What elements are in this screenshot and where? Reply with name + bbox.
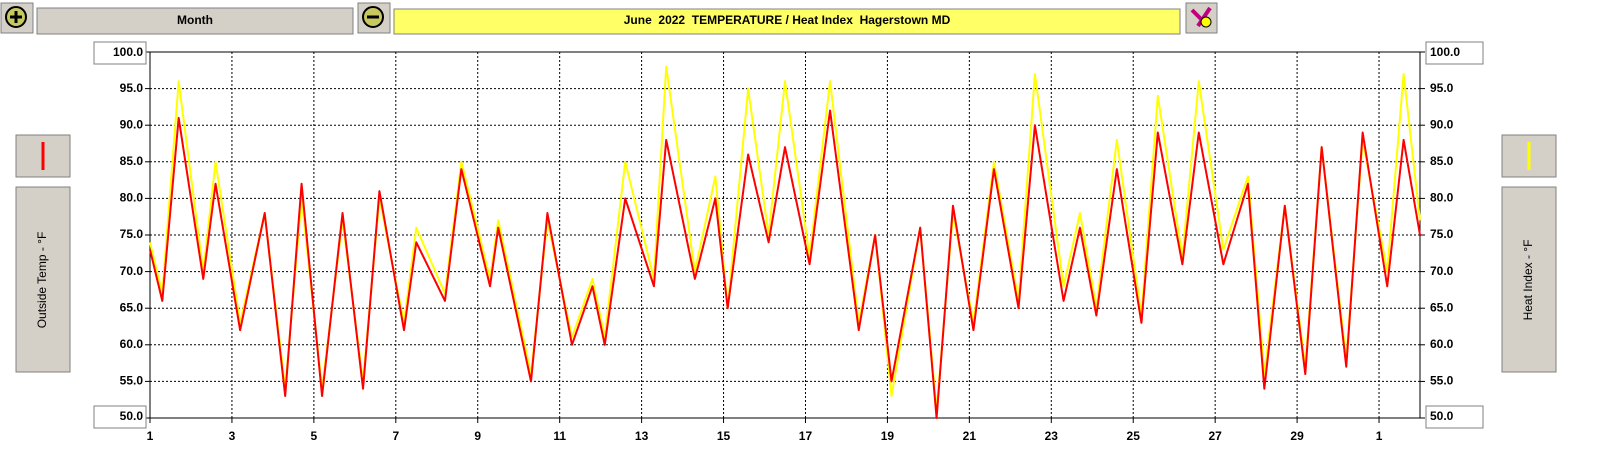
- range-label: Month: [177, 13, 213, 27]
- tick-label-box: [93, 405, 147, 429]
- x-tick-label: 9: [474, 429, 481, 443]
- y2-tick-label: 50.0: [1430, 409, 1454, 423]
- y2-tick-label: 80.0: [1430, 191, 1454, 205]
- y-tick-label: 60.0: [120, 337, 144, 351]
- x-tick-label: 11: [553, 429, 566, 443]
- zoom-out-button[interactable]: [357, 2, 391, 34]
- tick-label-box: [1425, 405, 1484, 429]
- x-tick-label: 23: [1045, 429, 1059, 443]
- print-button[interactable]: [1185, 2, 1218, 34]
- y2-tick-label: 75.0: [1430, 227, 1454, 241]
- x-tick-label: 3: [229, 429, 236, 443]
- y2-tick-label: 55.0: [1430, 374, 1454, 388]
- x-tick-label: 1: [1376, 429, 1383, 443]
- y-tick-label: 90.0: [120, 117, 144, 131]
- y2-tick-label: 90.0: [1430, 117, 1454, 131]
- x-tick-label: 25: [1127, 429, 1141, 443]
- y-tick-label: 85.0: [120, 154, 144, 168]
- y-tick-label: 70.0: [120, 264, 144, 278]
- tick-label-box: [1425, 41, 1484, 65]
- series-line: [149, 109, 1421, 419]
- x-tick-label: 7: [392, 429, 399, 443]
- plot-area: [149, 51, 1421, 419]
- y-tick-label: 65.0: [120, 300, 144, 314]
- y-tick-label: 100.0: [113, 45, 143, 59]
- y-tick-label: 95.0: [120, 81, 144, 95]
- x-tick-label: 17: [799, 429, 813, 443]
- x-tick-label: 27: [1208, 429, 1222, 443]
- title-box: [393, 8, 1181, 35]
- axis-label-button: [1501, 186, 1557, 373]
- y2-tick-label: 65.0: [1430, 300, 1454, 314]
- x-tick-label: 13: [635, 429, 649, 443]
- y2-axis-label: Heat Index - °F: [1521, 240, 1535, 321]
- x-tick-label: 21: [963, 429, 977, 443]
- chart-title: June 2022 TEMPERATURE / Heat Index Hager…: [624, 13, 951, 27]
- x-tick-label: 5: [311, 429, 318, 443]
- range-button[interactable]: [36, 7, 354, 35]
- axis-label-button: [15, 186, 71, 373]
- y-tick-label: 75.0: [120, 227, 144, 241]
- x-tick-label: 19: [881, 429, 895, 443]
- y2-tick-label: 60.0: [1430, 337, 1454, 351]
- y-axis-label: Outside Temp - °F: [35, 232, 49, 329]
- zoom-in-button[interactable]: [0, 2, 34, 34]
- y-tick-label: 55.0: [120, 374, 144, 388]
- y2-tick-label: 70.0: [1430, 264, 1454, 278]
- y2-tick-label: 95.0: [1430, 81, 1454, 95]
- y2-tick-label: 100.0: [1430, 45, 1460, 59]
- x-tick-label: 1: [147, 429, 154, 443]
- y-tick-label: 50.0: [120, 409, 144, 423]
- y-tick-label: 80.0: [120, 191, 144, 205]
- y2-tick-label: 85.0: [1430, 154, 1454, 168]
- x-tick-label: 29: [1290, 429, 1304, 443]
- tick-label-box: [93, 41, 147, 65]
- x-tick-label: 15: [717, 429, 731, 443]
